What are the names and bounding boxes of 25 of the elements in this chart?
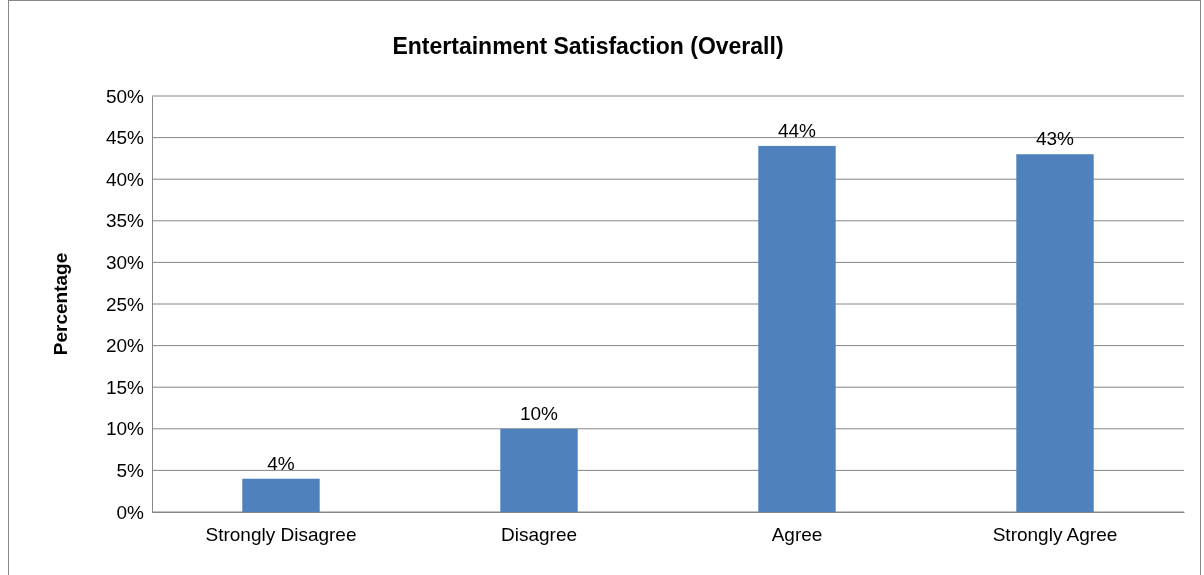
data-label: 43% xyxy=(1035,128,1075,150)
y-tick-label: 30% xyxy=(105,251,145,273)
y-tick-label: 25% xyxy=(105,293,145,315)
x-tick-label: Agree xyxy=(771,524,823,546)
data-label: 10% xyxy=(519,402,559,424)
x-tick-label: Disagree xyxy=(500,524,578,546)
x-tick-label: Strongly Disagree xyxy=(205,524,357,546)
y-tick-label: 5% xyxy=(116,459,145,481)
y-tick-label: 20% xyxy=(105,335,145,357)
x-tick-label: Strongly Agree xyxy=(992,524,1118,546)
y-tick-label: 0% xyxy=(116,501,145,523)
bar xyxy=(242,478,320,512)
bar xyxy=(758,145,836,512)
y-axis-title: Percentage xyxy=(50,252,71,356)
y-tick-label: 15% xyxy=(105,376,145,398)
y-tick-label: 45% xyxy=(105,127,145,149)
bar xyxy=(500,428,578,512)
y-tick-label: 35% xyxy=(105,210,145,232)
y-tick-label: 50% xyxy=(105,85,145,107)
data-label: 4% xyxy=(267,452,295,474)
chart-title: Entertainment Satisfaction (Overall) xyxy=(392,33,784,59)
data-label: 44% xyxy=(777,119,817,141)
y-tick-label: 10% xyxy=(105,418,145,440)
bar xyxy=(1016,154,1094,512)
y-tick-label: 40% xyxy=(105,168,145,190)
